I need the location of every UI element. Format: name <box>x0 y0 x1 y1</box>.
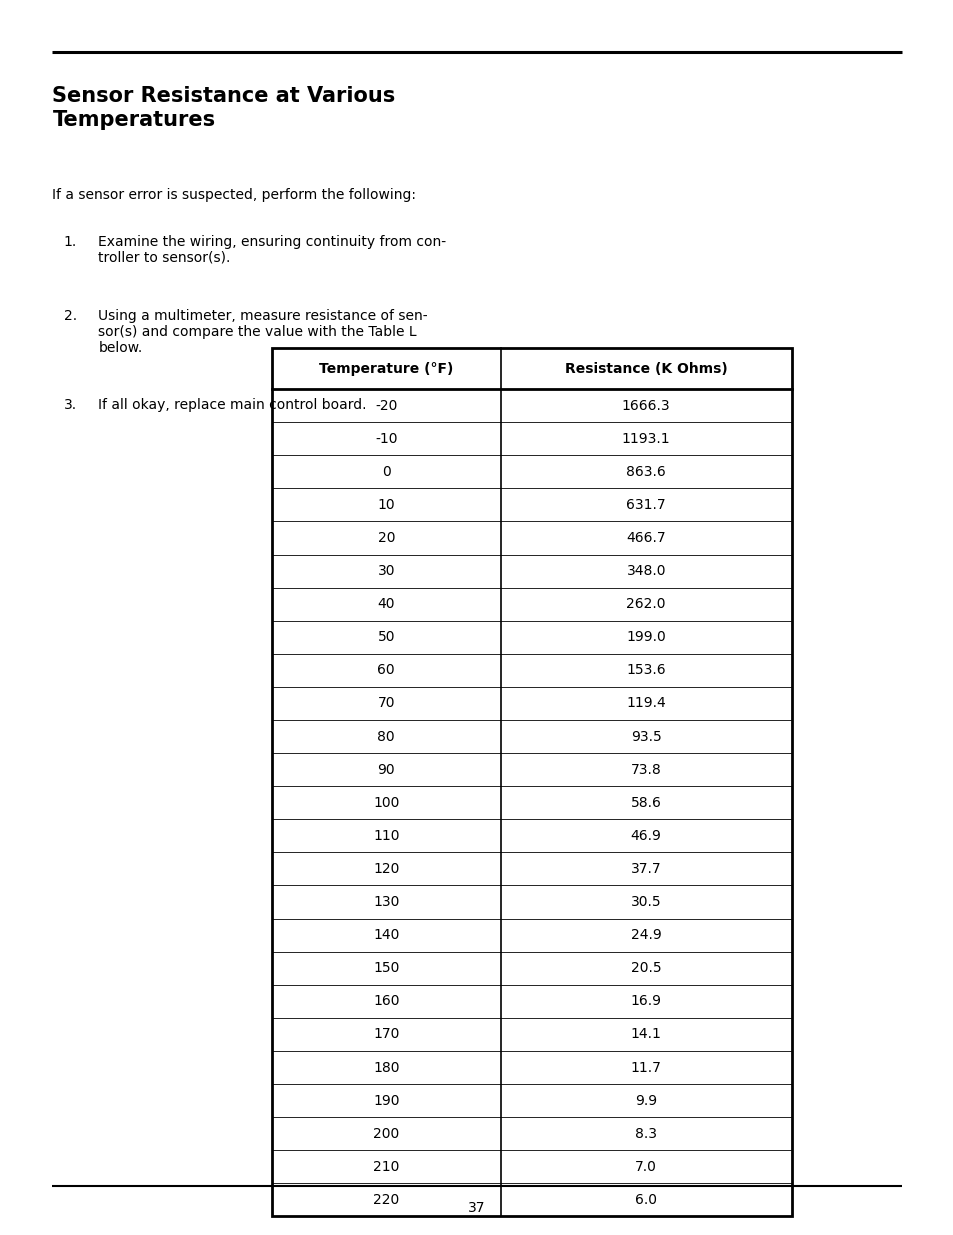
Text: 110: 110 <box>373 829 399 842</box>
Text: -20: -20 <box>375 399 397 412</box>
Text: 262.0: 262.0 <box>626 598 665 611</box>
Text: Resistance (K Ohms): Resistance (K Ohms) <box>564 362 727 375</box>
Text: 200: 200 <box>373 1126 399 1141</box>
Text: 150: 150 <box>373 961 399 976</box>
Text: 24.9: 24.9 <box>630 929 661 942</box>
Text: 466.7: 466.7 <box>626 531 665 545</box>
Text: Using a multimeter, measure resistance of sen-
sor(s) and compare the value with: Using a multimeter, measure resistance o… <box>98 309 428 356</box>
Text: 0: 0 <box>381 464 390 479</box>
Text: 93.5: 93.5 <box>630 730 661 743</box>
Text: 37: 37 <box>468 1200 485 1215</box>
Text: 30: 30 <box>377 564 395 578</box>
Text: 120: 120 <box>373 862 399 876</box>
Text: 50: 50 <box>377 630 395 645</box>
Text: If all okay, replace main control board.: If all okay, replace main control board. <box>98 398 366 411</box>
Text: 160: 160 <box>373 994 399 1008</box>
Text: 1666.3: 1666.3 <box>621 399 670 412</box>
Text: 16.9: 16.9 <box>630 994 661 1008</box>
Text: 8.3: 8.3 <box>635 1126 657 1141</box>
Text: 6.0: 6.0 <box>635 1193 657 1207</box>
Text: 9.9: 9.9 <box>635 1094 657 1108</box>
Text: 7.0: 7.0 <box>635 1160 657 1173</box>
Text: 199.0: 199.0 <box>626 630 665 645</box>
Text: 3.: 3. <box>64 398 77 411</box>
Text: Temperature (°F): Temperature (°F) <box>318 362 453 375</box>
Text: 1193.1: 1193.1 <box>621 432 670 446</box>
Text: 58.6: 58.6 <box>630 795 661 810</box>
Text: 37.7: 37.7 <box>630 862 660 876</box>
Text: 20.5: 20.5 <box>630 961 660 976</box>
Text: 140: 140 <box>373 929 399 942</box>
Text: 190: 190 <box>373 1094 399 1108</box>
Text: 348.0: 348.0 <box>626 564 665 578</box>
Text: 40: 40 <box>377 598 395 611</box>
Text: 153.6: 153.6 <box>626 663 665 677</box>
Text: 180: 180 <box>373 1061 399 1074</box>
Text: 100: 100 <box>373 795 399 810</box>
Text: 210: 210 <box>373 1160 399 1173</box>
Text: 863.6: 863.6 <box>626 464 665 479</box>
Text: 90: 90 <box>377 763 395 777</box>
Text: 11.7: 11.7 <box>630 1061 661 1074</box>
Text: 14.1: 14.1 <box>630 1028 661 1041</box>
Bar <box>272 348 791 1216</box>
Text: 1.: 1. <box>64 235 77 248</box>
Text: Sensor Resistance at Various
Temperatures: Sensor Resistance at Various Temperature… <box>52 86 395 130</box>
Text: 631.7: 631.7 <box>626 498 665 511</box>
Text: 20: 20 <box>377 531 395 545</box>
Text: 170: 170 <box>373 1028 399 1041</box>
Text: If a sensor error is suspected, perform the following:: If a sensor error is suspected, perform … <box>52 188 416 201</box>
Text: 73.8: 73.8 <box>630 763 661 777</box>
Text: 60: 60 <box>377 663 395 677</box>
Text: 220: 220 <box>373 1193 399 1207</box>
Text: 70: 70 <box>377 697 395 710</box>
Text: 80: 80 <box>377 730 395 743</box>
Text: -10: -10 <box>375 432 397 446</box>
Text: Examine the wiring, ensuring continuity from con-
troller to sensor(s).: Examine the wiring, ensuring continuity … <box>98 235 446 264</box>
Text: 130: 130 <box>373 895 399 909</box>
Text: 2.: 2. <box>64 309 77 322</box>
Text: 119.4: 119.4 <box>626 697 665 710</box>
Text: 30.5: 30.5 <box>630 895 660 909</box>
Text: 10: 10 <box>377 498 395 511</box>
Text: 46.9: 46.9 <box>630 829 661 842</box>
